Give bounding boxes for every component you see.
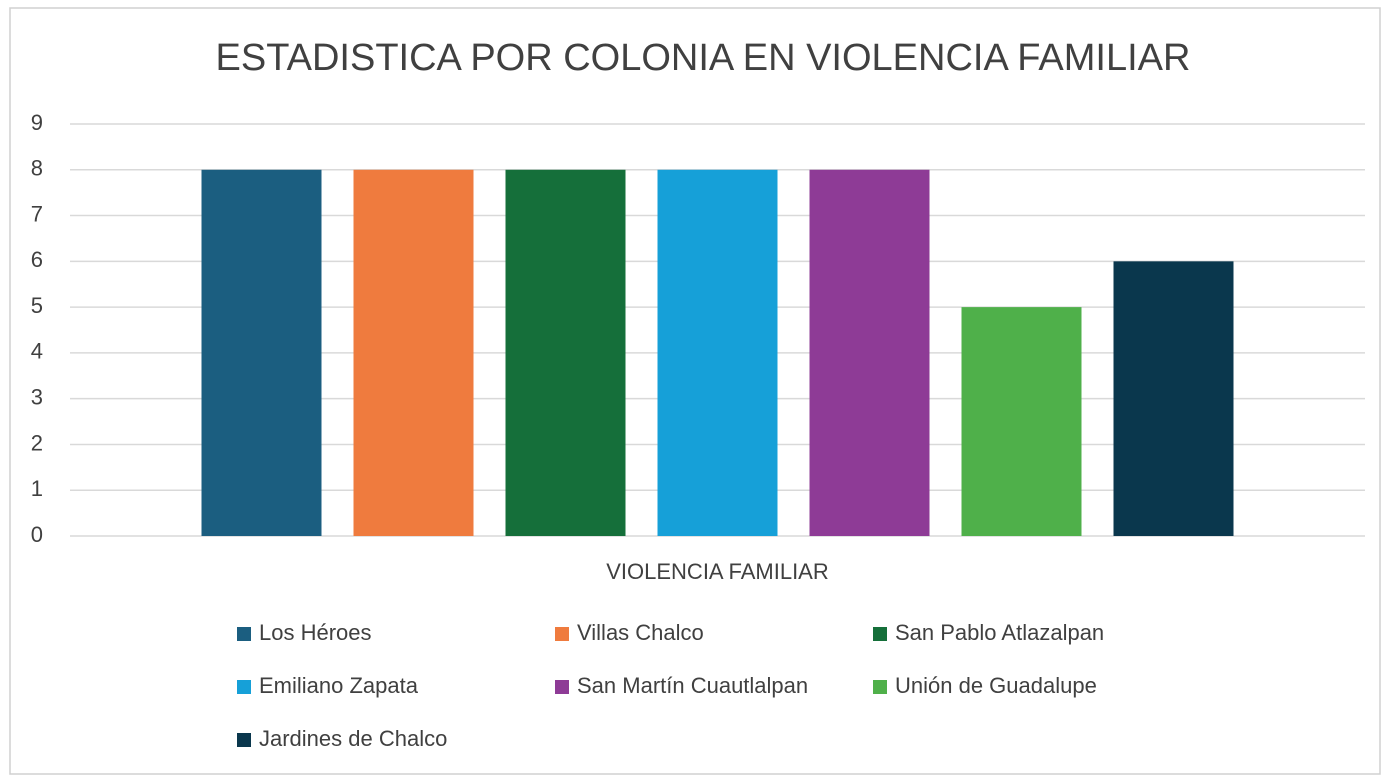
- y-tick-label: 3: [31, 384, 43, 409]
- legend-swatch: [237, 680, 251, 694]
- y-tick-label: 2: [31, 430, 43, 455]
- bar: [809, 169, 930, 536]
- legend-swatch: [237, 733, 251, 747]
- x-tick-label: VIOLENCIA FAMILIAR: [606, 559, 829, 584]
- legend-label: San Pablo Atlazalpan: [895, 620, 1104, 645]
- y-tick-label: 0: [31, 522, 43, 547]
- y-tick-label: 9: [31, 110, 43, 135]
- legend-swatch: [555, 680, 569, 694]
- legend-label: San Martín Cuautlalpan: [577, 673, 808, 698]
- bar: [201, 169, 322, 536]
- legend-label: Unión de Guadalupe: [895, 673, 1097, 698]
- legend-label: Villas Chalco: [577, 620, 704, 645]
- y-tick-label: 7: [31, 201, 43, 226]
- legend-swatch: [237, 627, 251, 641]
- y-tick-label: 4: [31, 339, 43, 364]
- y-tick-label: 5: [31, 293, 43, 318]
- bar: [1113, 261, 1234, 536]
- legend-swatch: [873, 627, 887, 641]
- bar: [353, 169, 474, 536]
- legend-swatch: [873, 680, 887, 694]
- bar: [961, 307, 1082, 536]
- y-tick-label: 8: [31, 156, 43, 181]
- legend-label: Jardines de Chalco: [259, 726, 447, 751]
- bar: [505, 169, 626, 536]
- legend-swatch: [555, 627, 569, 641]
- y-tick-label: 1: [31, 476, 43, 501]
- y-tick-label: 6: [31, 247, 43, 272]
- legend-label: Los Héroes: [259, 620, 372, 645]
- legend-label: Emiliano Zapata: [259, 673, 419, 698]
- chart-title: ESTADISTICA POR COLONIA EN VIOLENCIA FAM…: [216, 37, 1191, 79]
- bar: [657, 169, 778, 536]
